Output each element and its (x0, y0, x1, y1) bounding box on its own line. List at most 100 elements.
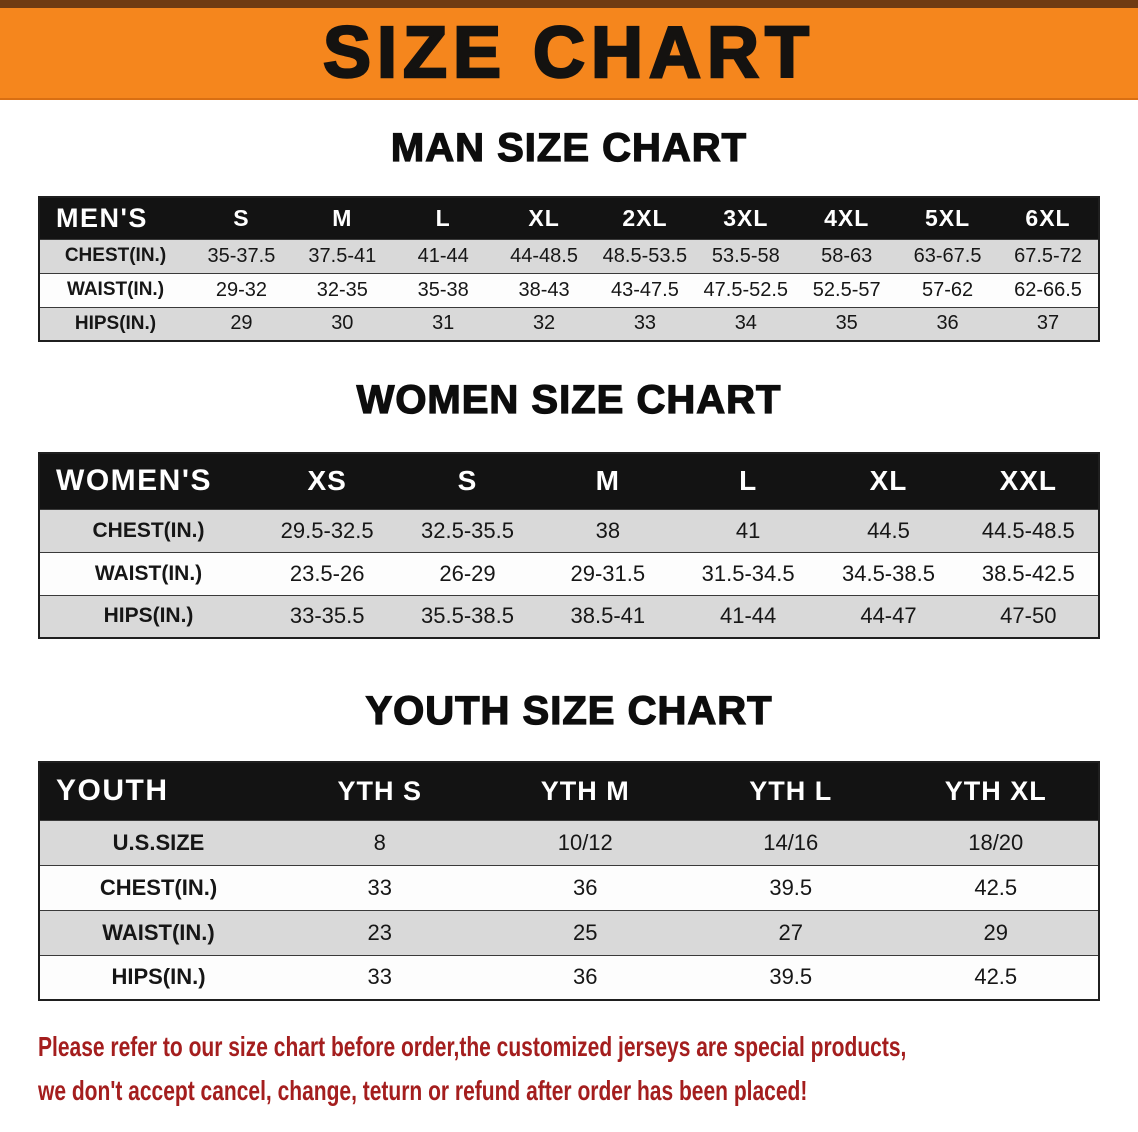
size-value-cell: 29 (230, 312, 253, 335)
size-value-cell: 32 (532, 312, 556, 335)
men-section: MAN SIZE CHART MEN'S S M L XL 2XL 3XL 4XL 5XL 6XL… (0, 125, 1138, 342)
size-column-header: 5XL (897, 197, 998, 239)
table-title-cell: WOMEN'S (39, 453, 257, 509)
size-value-cell: 18/20 (968, 829, 1024, 855)
women-section-heading: WOMEN SIZE CHART (356, 377, 782, 422)
size-value-cell: 32-35 (316, 278, 368, 301)
top-border-strip (0, 0, 1138, 8)
size-value-cell: 27 (778, 919, 803, 945)
table-row: HIPS(IN.) 29 30 31 32 33 34 35 36 37 (39, 307, 1099, 341)
size-value-cell: 34.5-38.5 (841, 560, 935, 586)
size-value-cell: 38-43 (518, 278, 570, 301)
row-label: WAIST(IN.) (66, 279, 165, 300)
size-value-cell: 35-37.5 (207, 244, 276, 267)
size-value-cell: 43-47.5 (611, 278, 679, 301)
size-value-cell: 36 (573, 964, 598, 990)
size-column-header: L (392, 197, 494, 239)
size-value-cell: 33 (367, 964, 392, 990)
size-value-cell: 44-47 (860, 603, 917, 629)
size-value-cell: 34 (734, 312, 757, 335)
size-column-header: XS (257, 453, 398, 509)
size-value-cell: 38 (595, 517, 621, 543)
size-value-cell: 31.5-34.5 (701, 560, 795, 586)
page-title: SIZE CHART (322, 13, 815, 93)
size-value-cell: 38.5-41 (570, 603, 646, 629)
women-section: WOMEN SIZE CHART WOMEN'S XS S M L XL XXL CHEST(… (0, 377, 1138, 639)
row-label: WAIST(IN.) (94, 561, 203, 585)
size-column-header: YTH L (688, 762, 894, 820)
table-title-cell: YOUTH (39, 762, 277, 820)
table-row: WAIST(IN.) 29-32 32-35 35-38 38-43 43-47.5 47.… (39, 273, 1099, 307)
size-column-header: 3XL (695, 197, 797, 239)
size-value-cell: 30 (331, 312, 354, 335)
size-value-cell: 23 (367, 919, 392, 945)
size-value-cell: 29.5-32.5 (280, 517, 374, 543)
size-value-cell: 10/12 (557, 829, 613, 855)
size-value-cell: 8 (373, 829, 386, 855)
size-value-cell: 44-48.5 (510, 244, 578, 267)
row-label: HIPS(IN.) (111, 964, 206, 990)
size-value-cell: 35 (835, 312, 858, 335)
youth-size-table: YOUTH YTH S YTH M YTH L YTH XL U.S.SIZE 8 10/12… (38, 761, 1100, 1001)
size-column-header: M (291, 197, 393, 239)
row-label: HIPS(IN.) (103, 604, 194, 628)
row-label: CHEST(IN.) (64, 245, 167, 266)
size-value-cell: 38.5-42.5 (981, 560, 1075, 586)
youth-section: YOUTH SIZE CHART YOUTH YTH S YTH M YTH L YTH… (0, 688, 1138, 1001)
size-value-cell: 47.5-52.5 (703, 278, 789, 301)
size-value-cell: 31 (432, 312, 455, 335)
size-value-cell: 39.5 (769, 964, 813, 990)
size-value-cell: 36 (573, 874, 598, 900)
table-row: CHEST(IN.) 33 36 39.5 42.5 (39, 865, 1099, 910)
size-column-header: YTH S (277, 762, 483, 820)
size-value-cell: 63-67.5 (913, 244, 982, 267)
row-label: WAIST(IN.) (102, 919, 215, 945)
size-value-cell: 42.5 (974, 964, 1018, 990)
row-label: U.S.SIZE (112, 829, 205, 855)
size-value-cell: 33 (367, 874, 392, 900)
table-row: WAIST(IN.) 23 25 27 29 (39, 910, 1099, 955)
size-value-cell: 62-66.5 (1014, 278, 1082, 301)
disclaimer-text: Please refer to our size chart before or… (0, 1025, 1138, 1113)
size-value-cell: 42.5 (974, 874, 1018, 900)
size-column-header: 4XL (796, 197, 898, 239)
size-value-cell: 39.5 (769, 874, 813, 900)
size-value-cell: 35.5-38.5 (421, 603, 514, 629)
table-header-row: MEN'S S M L XL 2XL 3XL 4XL 5XL 6XL (39, 197, 1099, 239)
size-value-cell: 23.5-26 (289, 560, 365, 586)
size-value-cell: 26-29 (439, 560, 496, 586)
size-value-cell: 32.5-35.5 (421, 517, 514, 543)
size-value-cell: 58-63 (821, 244, 873, 267)
size-value-cell: 52.5-57 (812, 278, 881, 301)
women-size-table: WOMEN'S XS S M L XL XXL CHEST(IN.) 29.5-32.5 32.5… (38, 452, 1100, 639)
table-title-cell: MEN'S (39, 197, 191, 239)
size-column-header: YTH XL (893, 762, 1099, 820)
men-section-heading: MAN SIZE CHART (390, 125, 748, 170)
size-value-cell: 33-35.5 (289, 603, 365, 629)
size-value-cell: 67.5-72 (1014, 244, 1082, 267)
size-value-cell: 29-31.5 (570, 560, 646, 586)
row-label: HIPS(IN.) (74, 312, 157, 334)
size-value-cell: 41-44 (720, 603, 777, 629)
size-value-cell: 35-38 (417, 278, 469, 301)
size-column-header: XL (818, 453, 959, 509)
size-value-cell: 41-44 (417, 244, 469, 267)
title-banner: SIZE CHART (0, 8, 1138, 100)
size-column-header: XXL (958, 453, 1099, 509)
table-row: WAIST(IN.) 23.5-26 26-29 29-31.5 31.5-34.5 34… (39, 552, 1099, 595)
size-value-cell: 47-50 (1000, 603, 1057, 629)
men-size-table: MEN'S S M L XL 2XL 3XL 4XL 5XL 6XL CHEST(IN.) 35-37… (38, 196, 1100, 342)
size-value-cell: 57-62 (921, 278, 974, 301)
size-column-header: S (191, 197, 292, 239)
row-label: CHEST(IN.) (99, 874, 218, 900)
size-value-cell: 29 (983, 919, 1008, 945)
size-value-cell: 48.5-53.5 (602, 244, 688, 267)
table-row: CHEST(IN.) 35-37.5 37.5-41 41-44 44-48.5 48.5… (39, 239, 1099, 273)
table-header-row: YOUTH YTH S YTH M YTH L YTH XL (39, 762, 1099, 820)
size-column-header: L (677, 453, 819, 509)
table-row: HIPS(IN.) 33 36 39.5 42.5 (39, 955, 1099, 1000)
youth-size-table: YOUTH YTH S YTH M YTH L YTH XL U.S.SIZE 8 10/12… (38, 761, 1100, 1001)
women-size-table: WOMEN'S XS S M L XL XXL CHEST(IN.) 29.5-32.5 32.5… (38, 452, 1100, 639)
size-column-header: S (397, 453, 538, 509)
